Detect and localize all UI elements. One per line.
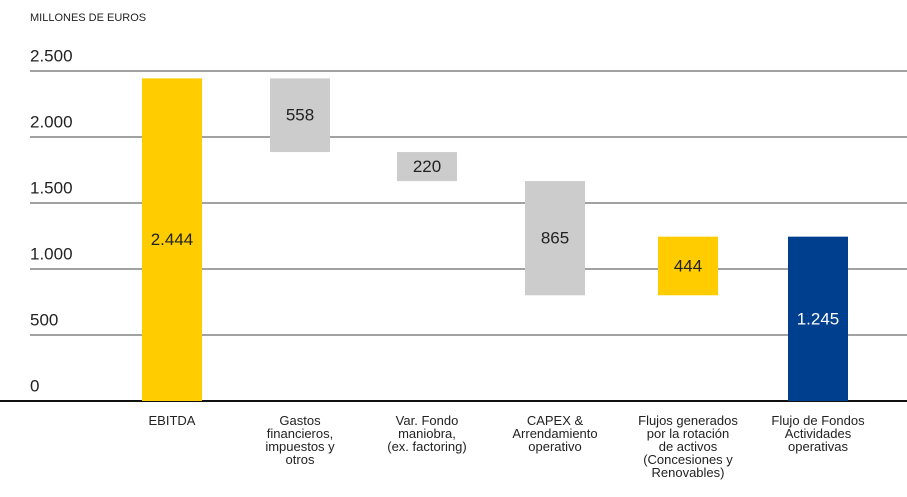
x-tick-label: Flujo de Fondos Actividades operativas [771,413,865,454]
y-tick-label: 2.500 [30,46,73,65]
x-tick-label: CAPEX & Arrendamiento operativo [512,413,598,454]
x-tick-label: Flujos generados por la rotación de acti… [638,413,738,480]
bar [142,78,202,401]
bar [788,236,848,401]
x-tick-label: EBITDA [148,413,196,428]
y-tick-label: 0 [30,376,39,395]
bar [397,152,457,182]
y-tick-label: 1.000 [30,244,73,263]
value-label: 865 [541,229,569,248]
y-tick-label: 2.000 [30,112,73,131]
x-tick-label: Var. Fondo maniobra, (ex. factoring) [387,413,467,454]
value-label: 444 [674,256,702,275]
x-tick-label: Gastos financieros, impuestos y otros [265,413,335,467]
value-label: 2.444 [151,230,194,249]
bar [270,78,330,153]
y-tick-label: 1.500 [30,178,73,197]
value-label: 1.245 [797,309,840,328]
value-label: 558 [286,106,314,125]
bar [525,181,585,296]
y-tick-label: 500 [30,310,58,329]
y-axis-label: MILLONES DE EUROS [30,12,146,24]
bar [658,236,718,296]
value-label: 220 [413,157,441,176]
